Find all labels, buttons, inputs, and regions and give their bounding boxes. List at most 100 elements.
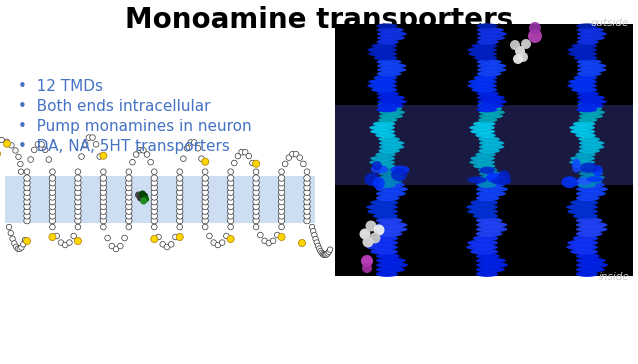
Ellipse shape	[476, 182, 505, 188]
Circle shape	[227, 203, 234, 210]
Circle shape	[253, 198, 259, 205]
Circle shape	[173, 234, 178, 240]
Ellipse shape	[473, 75, 498, 80]
Ellipse shape	[476, 195, 500, 201]
Ellipse shape	[475, 152, 496, 157]
Circle shape	[314, 240, 320, 245]
Circle shape	[202, 175, 209, 181]
Circle shape	[359, 229, 371, 240]
Ellipse shape	[376, 222, 407, 228]
Circle shape	[510, 40, 520, 50]
Ellipse shape	[484, 164, 494, 171]
Circle shape	[177, 198, 183, 205]
Circle shape	[24, 169, 30, 174]
Circle shape	[75, 189, 81, 195]
Ellipse shape	[375, 152, 396, 157]
Circle shape	[109, 243, 115, 249]
Circle shape	[362, 237, 373, 248]
Ellipse shape	[369, 125, 395, 130]
Circle shape	[140, 147, 146, 153]
Ellipse shape	[376, 186, 408, 192]
Ellipse shape	[373, 213, 398, 219]
Ellipse shape	[376, 226, 407, 232]
Ellipse shape	[576, 182, 605, 188]
Circle shape	[4, 139, 10, 145]
Circle shape	[202, 198, 209, 205]
Ellipse shape	[570, 249, 598, 255]
Ellipse shape	[368, 51, 397, 56]
Ellipse shape	[466, 204, 498, 210]
Ellipse shape	[476, 271, 498, 277]
Circle shape	[322, 252, 327, 258]
Ellipse shape	[466, 244, 498, 250]
Circle shape	[24, 213, 30, 219]
Circle shape	[19, 169, 24, 174]
Ellipse shape	[580, 180, 588, 185]
Ellipse shape	[579, 148, 600, 153]
Ellipse shape	[378, 136, 400, 142]
Circle shape	[100, 203, 107, 210]
Circle shape	[151, 169, 157, 174]
Ellipse shape	[477, 107, 498, 112]
Circle shape	[75, 217, 81, 224]
Circle shape	[202, 179, 209, 186]
Circle shape	[278, 184, 285, 191]
Ellipse shape	[376, 39, 399, 45]
Ellipse shape	[376, 231, 403, 237]
Circle shape	[24, 189, 30, 195]
Circle shape	[126, 194, 132, 200]
Ellipse shape	[576, 191, 606, 197]
Ellipse shape	[577, 27, 604, 33]
Ellipse shape	[471, 87, 497, 92]
Ellipse shape	[367, 240, 398, 246]
Ellipse shape	[477, 71, 501, 76]
Ellipse shape	[484, 174, 494, 181]
Ellipse shape	[376, 253, 399, 259]
Circle shape	[528, 29, 542, 43]
Circle shape	[313, 236, 318, 242]
Ellipse shape	[579, 175, 605, 180]
Circle shape	[304, 194, 310, 200]
Ellipse shape	[569, 172, 584, 186]
Circle shape	[49, 184, 56, 191]
Circle shape	[318, 248, 323, 254]
Ellipse shape	[573, 121, 595, 126]
Ellipse shape	[371, 87, 397, 92]
Circle shape	[50, 224, 56, 230]
Circle shape	[177, 203, 183, 210]
Circle shape	[278, 189, 285, 195]
Ellipse shape	[366, 244, 398, 250]
Circle shape	[304, 213, 310, 219]
Circle shape	[202, 194, 209, 200]
Circle shape	[278, 233, 285, 241]
Circle shape	[151, 217, 158, 224]
Ellipse shape	[476, 191, 506, 197]
Circle shape	[227, 236, 234, 242]
Ellipse shape	[378, 102, 396, 107]
Circle shape	[202, 158, 209, 165]
Circle shape	[521, 39, 531, 49]
Ellipse shape	[577, 39, 599, 45]
Circle shape	[278, 175, 285, 181]
Circle shape	[323, 252, 329, 257]
Ellipse shape	[371, 43, 397, 48]
Ellipse shape	[368, 79, 397, 84]
Circle shape	[202, 169, 208, 174]
Ellipse shape	[579, 110, 605, 115]
Ellipse shape	[578, 183, 596, 188]
Ellipse shape	[579, 136, 600, 142]
Circle shape	[278, 217, 285, 224]
Circle shape	[137, 147, 142, 153]
Circle shape	[126, 169, 131, 174]
Ellipse shape	[577, 23, 598, 29]
Circle shape	[42, 147, 48, 153]
Ellipse shape	[567, 244, 598, 250]
Circle shape	[100, 194, 107, 200]
Ellipse shape	[477, 23, 498, 29]
Circle shape	[202, 224, 208, 230]
Ellipse shape	[377, 35, 405, 41]
Ellipse shape	[570, 156, 595, 161]
Circle shape	[126, 198, 132, 205]
Circle shape	[160, 241, 166, 247]
Circle shape	[227, 194, 234, 200]
